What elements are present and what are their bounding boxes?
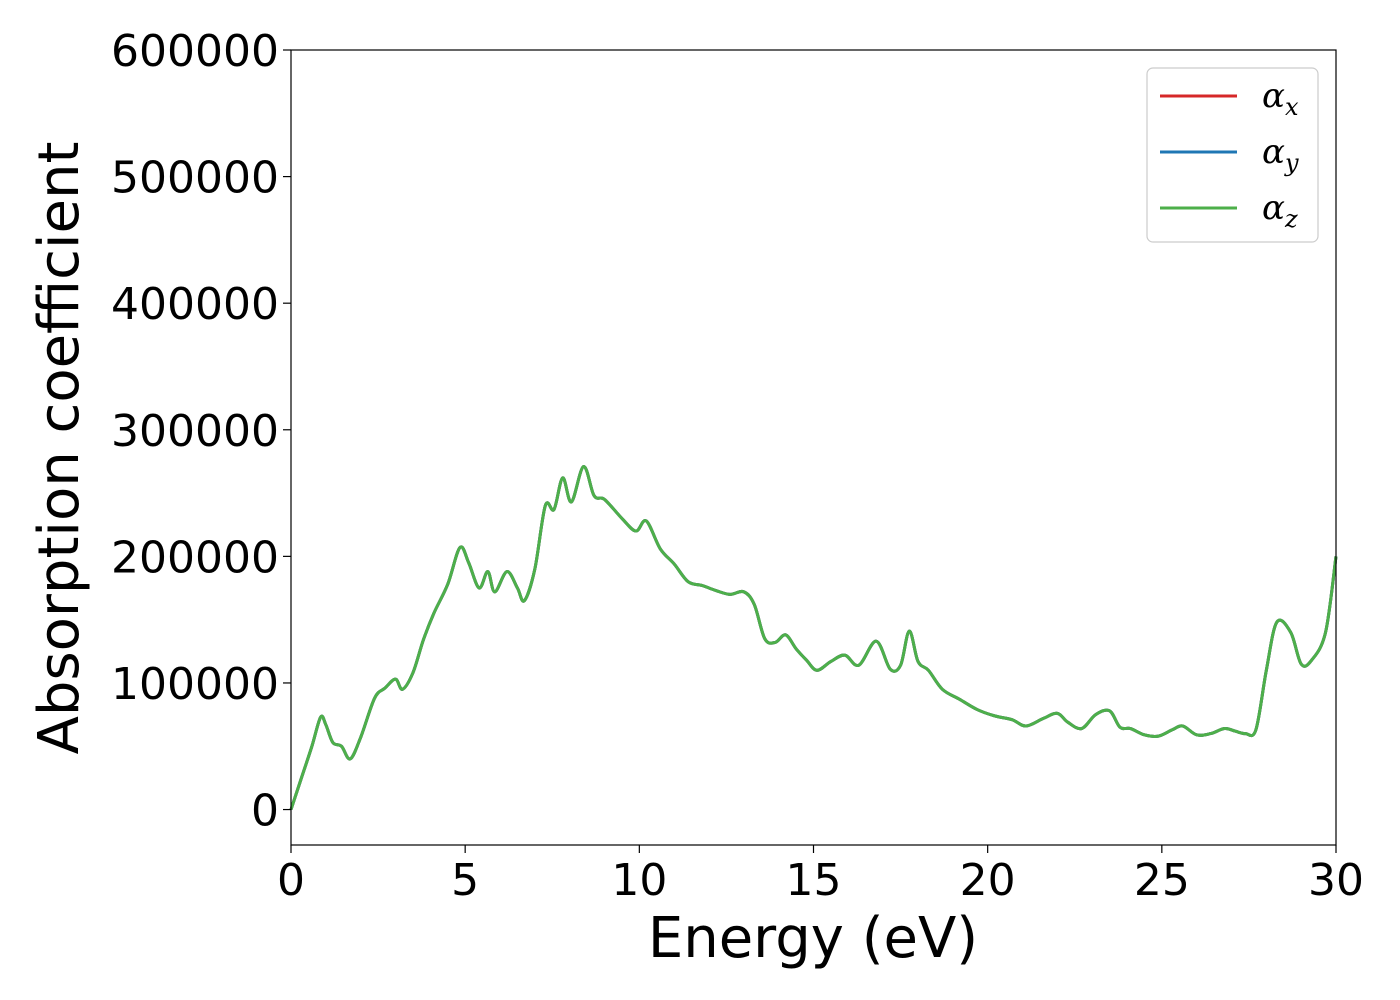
legend: αx αy αz xyxy=(1146,67,1319,243)
y-tick-label: 200000 xyxy=(111,532,279,583)
x-tick-label: 10 xyxy=(611,855,667,906)
y-tick-label: 300000 xyxy=(111,406,279,457)
legend-label-z: αz xyxy=(1262,188,1298,233)
x-tick-label: 25 xyxy=(1134,855,1190,906)
legend-label-x: αx xyxy=(1262,76,1299,121)
x-tick-label: 20 xyxy=(960,855,1016,906)
y-tick-label: 500000 xyxy=(111,153,279,204)
y-tick-label: 600000 xyxy=(111,26,279,77)
y-tick-label: 400000 xyxy=(111,279,279,330)
series-line-x xyxy=(289,464,1338,811)
x-axis: 0 5 10 15 20 25 30 xyxy=(277,845,1364,906)
series-layer xyxy=(289,464,1338,811)
y-tick-label: 100000 xyxy=(111,659,279,710)
legend-label-y: αy xyxy=(1262,132,1299,177)
x-axis-title: Energy (eV) xyxy=(648,906,978,971)
x-tick-label: 30 xyxy=(1308,855,1364,906)
series-line-z xyxy=(289,464,1338,811)
y-axis: 0 100000 200000 300000 400000 500000 600000 xyxy=(111,26,291,837)
y-axis-title: Absorption coefficient xyxy=(27,142,92,755)
x-tick-label: 5 xyxy=(451,855,479,906)
series-line-y xyxy=(289,464,1338,811)
legend-box xyxy=(1146,67,1319,243)
x-tick-label: 0 xyxy=(277,855,305,906)
y-tick-label: 0 xyxy=(251,786,279,837)
x-tick-label: 15 xyxy=(786,855,842,906)
